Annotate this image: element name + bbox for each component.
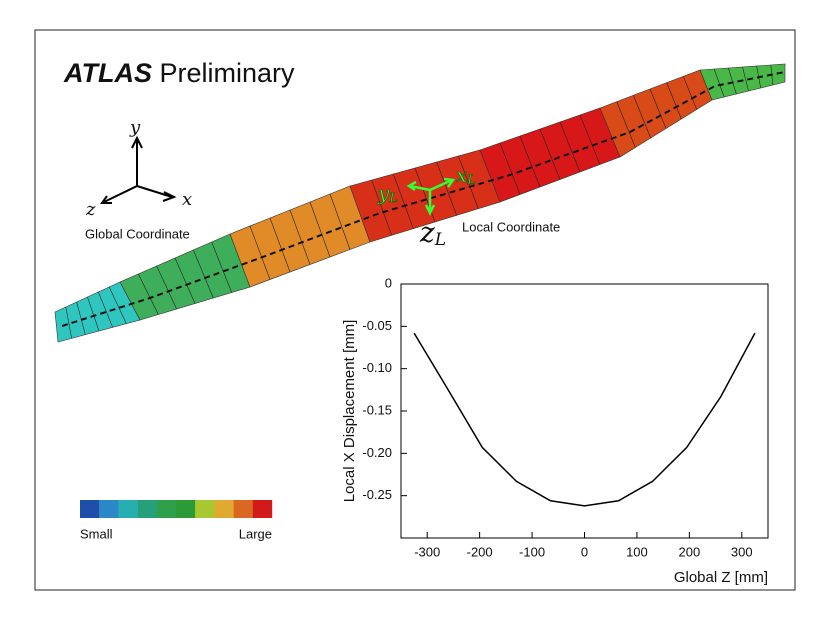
x-tick-label: -300 xyxy=(414,544,440,559)
global-axes xyxy=(100,135,177,204)
frame xyxy=(34,29,796,591)
colorbar-swatch xyxy=(137,500,157,518)
local-x: xL xyxy=(456,163,476,188)
colorbar-swatch xyxy=(214,500,234,518)
module-edge xyxy=(193,249,214,299)
local-axes xyxy=(406,177,456,216)
module-edge xyxy=(393,173,414,229)
module-edge xyxy=(65,306,72,339)
x-axis-label: Global Z [mm] xyxy=(674,569,768,586)
colorbar-low: Small xyxy=(80,526,113,541)
module-edge xyxy=(436,161,457,216)
module-edge xyxy=(98,291,113,328)
y-tick-label: -0.20 xyxy=(362,445,392,460)
x-tick-label: 200 xyxy=(679,544,701,559)
module-edge xyxy=(289,209,311,265)
module-edge xyxy=(329,193,351,250)
module-edge xyxy=(76,301,86,335)
title: ATLAS Preliminary xyxy=(63,58,295,88)
module-edge xyxy=(108,286,127,324)
module-edge xyxy=(559,121,581,173)
stave-segment xyxy=(599,69,713,158)
colorbar xyxy=(80,500,273,518)
local-y: yL xyxy=(377,181,398,206)
y-tick-label: -0.10 xyxy=(362,360,392,375)
y-tick-label: -0.05 xyxy=(362,318,392,333)
module-edge xyxy=(269,217,291,273)
colorbar-swatch xyxy=(252,500,273,518)
module-edge xyxy=(309,201,331,258)
y-tick-label: -0.25 xyxy=(362,487,392,502)
module-edge xyxy=(616,101,636,148)
center-line xyxy=(61,71,786,327)
x-tick-label: -100 xyxy=(519,544,545,559)
y-tick-label: 0 xyxy=(385,275,392,290)
module-edge xyxy=(371,179,392,236)
y-axis-label: Local X Displacement [mm] xyxy=(341,320,358,503)
module-edge xyxy=(414,167,436,223)
module-edge xyxy=(499,142,521,195)
plot-area xyxy=(400,283,769,539)
module-edge xyxy=(138,273,159,315)
module-edge xyxy=(87,296,100,332)
module-edge xyxy=(174,257,196,304)
plot: 0 -0.05 -0.10 -0.15 -0.20 -0.25 -300 -200 -100 0 1… xyxy=(362,275,756,559)
detector-stave xyxy=(54,63,786,343)
module-edge xyxy=(519,135,541,188)
module-edge xyxy=(633,95,651,139)
module-edge xyxy=(458,155,479,209)
global-y: y xyxy=(129,117,141,138)
module-edge xyxy=(713,68,725,98)
module-edge xyxy=(666,82,682,120)
module-edge xyxy=(683,76,697,110)
local-z: zL xyxy=(419,216,446,250)
colorbar-swatch xyxy=(99,500,119,518)
module-edge xyxy=(211,241,232,293)
module-edge xyxy=(156,265,177,310)
local-label: Local Coordinate xyxy=(462,219,560,234)
colorbar-swatch xyxy=(156,500,177,518)
data-line xyxy=(413,332,756,507)
x-tick-label: -200 xyxy=(467,544,493,559)
x-tick-label: 0 xyxy=(581,544,588,559)
colorbar-swatch xyxy=(118,500,138,518)
y-tick-label: -0.15 xyxy=(362,402,392,417)
module-edge xyxy=(728,67,737,95)
module-edge xyxy=(579,114,601,165)
colorbar-high: Large xyxy=(239,526,272,541)
colorbar-swatch xyxy=(233,500,253,518)
colorbar-swatch xyxy=(176,500,196,518)
module-edge xyxy=(742,66,749,92)
global-z: z xyxy=(85,199,96,220)
x-tick-label: 100 xyxy=(626,544,648,559)
module-edge xyxy=(249,225,271,280)
global-x: x xyxy=(182,189,192,210)
colorbar-swatch xyxy=(195,500,215,518)
module-edge xyxy=(649,88,667,129)
x-tick-label: 300 xyxy=(731,544,753,559)
module-edge xyxy=(539,128,561,180)
colorbar-swatch xyxy=(80,500,100,518)
global-label: Global Coordinate xyxy=(85,226,190,241)
